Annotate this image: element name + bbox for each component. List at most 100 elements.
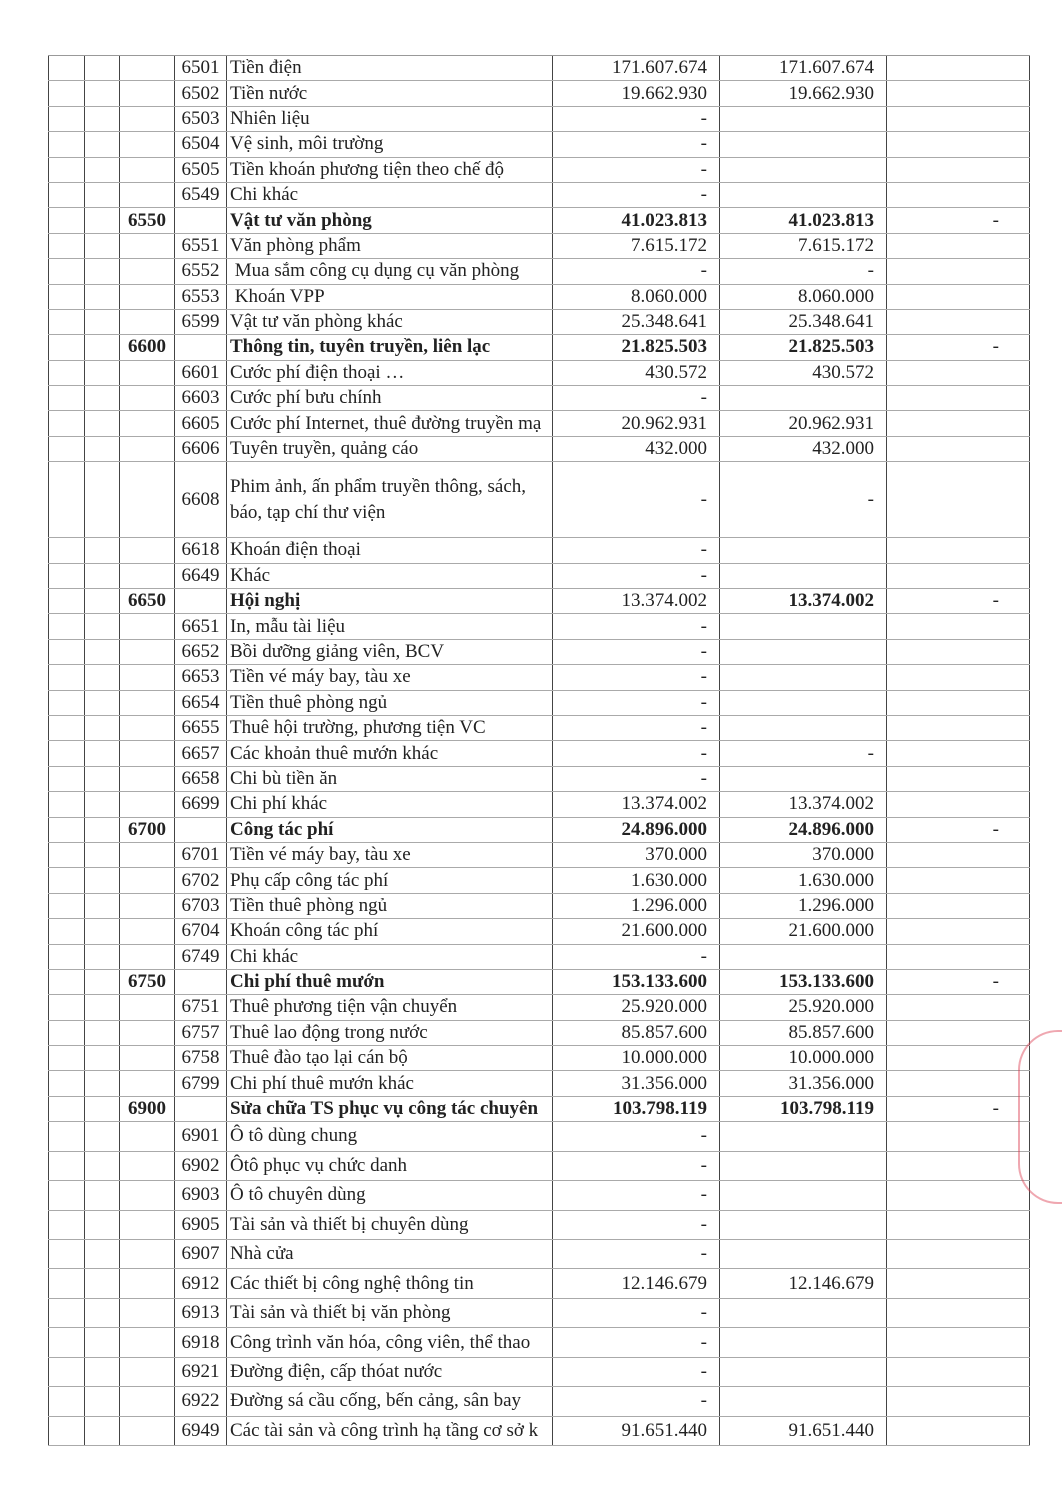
blank-cell xyxy=(48,157,85,182)
blank-cell xyxy=(48,944,85,969)
blank-cell xyxy=(48,462,85,538)
item-code: 6903 xyxy=(175,1181,227,1210)
table-row: 6504 Vệ sinh, môi trường - xyxy=(48,132,1030,158)
estimate-value: - xyxy=(553,1151,720,1181)
item-name: Nhiên liệu xyxy=(227,106,553,132)
actual-value: 370.000 xyxy=(720,842,887,868)
item-code-text: 6903 xyxy=(181,1184,220,1206)
blank-cell xyxy=(85,817,120,842)
difference-value xyxy=(887,741,1030,766)
actual-value-text: 12.146.679 xyxy=(788,1272,875,1294)
actual-value: 7.615.172 xyxy=(720,233,887,259)
item-name: In, mẫu tài liệu xyxy=(227,614,553,639)
difference-value xyxy=(887,1239,1030,1269)
item-name: Thuê đào tạo lại cán bộ xyxy=(227,1046,553,1071)
table-row: 6750 Chi phí thuê mướn 153.133.600 153.133.… xyxy=(48,969,1030,996)
item-name-text: Cước phí Internet, thuê đường truyền mạ xyxy=(230,412,542,434)
item-name-text: Tiền vé máy bay, tàu xe xyxy=(230,844,411,866)
estimate-value: 8.060.000 xyxy=(553,284,720,309)
blank-cell xyxy=(48,182,85,208)
blank-cell xyxy=(48,56,85,81)
item-name-text: Tiền vé máy bay, tàu xe xyxy=(230,666,411,688)
estimate-value: - xyxy=(553,614,720,639)
item-code-text: 6552 xyxy=(181,260,220,282)
blank-cell xyxy=(48,233,85,259)
difference-value xyxy=(887,842,1030,868)
item-name: Phụ cấp công tác phí xyxy=(227,868,553,893)
estimate-value-text: - xyxy=(700,615,707,637)
actual-value-text: - xyxy=(867,260,874,282)
item-code: 6918 xyxy=(175,1328,227,1357)
actual-value: 171.607.674 xyxy=(720,56,887,81)
actual-value: 85.857.600 xyxy=(720,1020,887,1046)
item-name: Tài sản và thiết bị chuyên dùng xyxy=(227,1210,553,1239)
actual-value-text: 171.607.674 xyxy=(779,57,874,79)
estimate-value: 19.662.930 xyxy=(553,81,720,106)
estimate-value-text: - xyxy=(700,641,707,662)
estimate-value-text: 31.356.000 xyxy=(621,1072,708,1094)
group-code xyxy=(120,792,175,817)
item-code-text: 6655 xyxy=(181,717,220,739)
item-name-text: Ôtô phục vụ chức danh xyxy=(230,1154,408,1176)
item-name: Khoán điện thoại xyxy=(227,538,553,563)
estimate-value-text: - xyxy=(700,1390,707,1412)
estimate-value-text: 10.000.000 xyxy=(621,1047,708,1069)
table-row: 6652 Bồi dưỡng giảng viên, BCV - xyxy=(48,639,1030,666)
item-name: Cước phí bưu chính xyxy=(227,386,553,411)
table-row: 6600 Thông tin, tuyên truyền, liên lạc 21.… xyxy=(48,335,1030,361)
difference-value xyxy=(887,1298,1030,1328)
item-name-text: Cước phí điện thoại … xyxy=(230,361,405,383)
actual-value-text: - xyxy=(867,488,874,510)
item-code: 6599 xyxy=(175,309,227,335)
table-row: 6657 Các khoản thuê mướn khác - - xyxy=(48,741,1030,767)
difference-value xyxy=(887,1046,1030,1071)
estimate-value: - xyxy=(553,766,720,792)
item-name-text: Nhà cửa xyxy=(230,1243,294,1265)
blank-cell xyxy=(48,969,85,995)
item-name-text: Vật tư văn phòng xyxy=(230,209,372,231)
actual-value-text: 10.000.000 xyxy=(788,1047,875,1069)
blank-cell xyxy=(48,1210,85,1239)
estimate-value: - xyxy=(553,462,720,538)
group-code xyxy=(120,1357,175,1387)
actual-value-text: 103.798.119 xyxy=(780,1098,874,1120)
item-name-text: Đường điện, cấp thóat nước xyxy=(230,1360,443,1382)
difference-value xyxy=(887,1122,1030,1151)
actual-value-text: 85.857.600 xyxy=(788,1021,875,1043)
group-code xyxy=(120,1071,175,1096)
group-code xyxy=(120,715,175,741)
estimate-value-text: 25.920.000 xyxy=(621,996,708,1018)
estimate-value: - xyxy=(553,563,720,589)
estimate-value-text: 7.615.172 xyxy=(631,234,707,256)
blank-cell xyxy=(85,1298,120,1328)
budget-table: 6501 Tiền điện 171.607.674 171.607.674 6502 T… xyxy=(48,55,1030,1447)
difference-value xyxy=(887,1071,1030,1096)
actual-value: 19.662.930 xyxy=(720,81,887,106)
difference-value: - xyxy=(887,208,1030,233)
blank-cell xyxy=(48,817,85,842)
blank-cell xyxy=(48,386,85,411)
blank-cell xyxy=(48,842,85,868)
blank-cell xyxy=(48,1357,85,1387)
table-row: 6649 Khác - xyxy=(48,563,1030,590)
table-row: 6749 Chi khác - xyxy=(48,944,1030,970)
group-code xyxy=(120,690,175,715)
estimate-value-text: - xyxy=(700,767,707,789)
item-code: 6921 xyxy=(175,1357,227,1387)
actual-value xyxy=(720,563,887,589)
blank-cell xyxy=(85,995,120,1020)
actual-value xyxy=(720,386,887,411)
difference-value xyxy=(887,715,1030,741)
estimate-value: - xyxy=(553,106,720,132)
actual-value-text: 21.825.503 xyxy=(788,336,875,358)
blank-cell xyxy=(48,411,85,436)
group-code-text: 6600 xyxy=(128,336,166,358)
group-code xyxy=(120,1269,175,1298)
estimate-value: 432.000 xyxy=(553,436,720,462)
table-row: 6922 Đường sá cầu cống, bến cảng, sân bay… xyxy=(48,1387,1030,1417)
difference-value xyxy=(887,259,1030,284)
estimate-value: 153.133.600 xyxy=(553,969,720,995)
item-code: 6504 xyxy=(175,132,227,157)
item-code: 6654 xyxy=(175,690,227,715)
estimate-value-text: 171.607.674 xyxy=(612,57,707,79)
